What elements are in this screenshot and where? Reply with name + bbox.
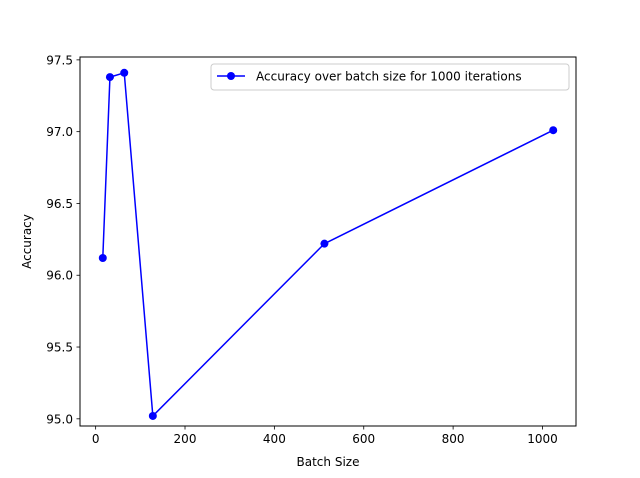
- data-point: [120, 68, 129, 77]
- x-tick-label: 0: [92, 432, 100, 446]
- data-point: [105, 73, 114, 82]
- data-point: [549, 126, 558, 135]
- legend-marker-swatch: [227, 72, 235, 80]
- x-tick-label: 1000: [527, 432, 558, 446]
- series-line: [102, 72, 554, 417]
- y-tick-label: 97.5: [46, 53, 73, 67]
- y-tick-label: 97.0: [46, 125, 73, 139]
- y-tick-label: 95.0: [46, 412, 73, 426]
- legend-series-label: Accuracy over batch size for 1000 iterat…: [256, 70, 522, 84]
- legend-box: [210, 63, 570, 91]
- x-tick-label: 600: [352, 432, 375, 446]
- data-point: [98, 254, 107, 263]
- x-tick-label: 800: [442, 432, 465, 446]
- plot-frame: [79, 56, 577, 427]
- y-tick-label: 96.5: [46, 197, 73, 211]
- series-layer: [98, 68, 558, 420]
- data-point: [148, 411, 157, 420]
- y-tick-label: 95.5: [46, 341, 73, 355]
- x-axis-label: Batch Size: [297, 455, 360, 469]
- y-tick-label: 96.0: [46, 269, 73, 283]
- x-tick-label: 400: [263, 432, 286, 446]
- x-axis-ticks: 0 200 400 600 800 1000: [92, 426, 558, 446]
- x-tick-label: 200: [174, 432, 197, 446]
- legend: Accuracy over batch size for 1000 iterat…: [210, 63, 570, 91]
- y-axis-label: Accuracy: [20, 214, 34, 269]
- data-point: [320, 239, 329, 248]
- y-axis-ticks: 95.0 95.5 96.0 96.5 97.0 97.5: [46, 53, 80, 426]
